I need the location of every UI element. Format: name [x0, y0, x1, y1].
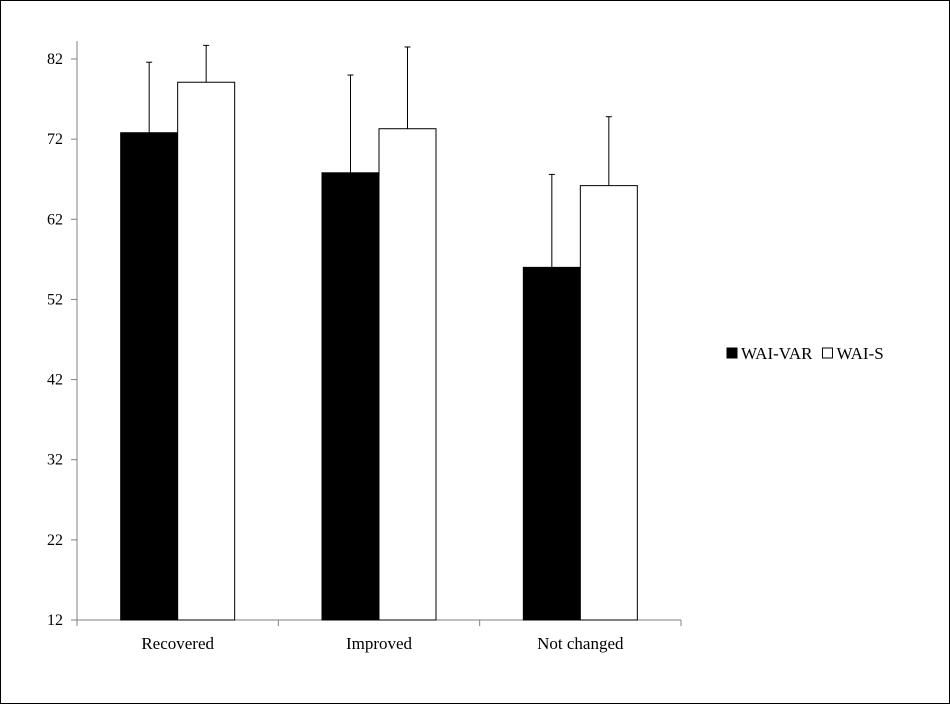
- y-tick-label: 62: [47, 211, 63, 228]
- y-tick-label: 52: [47, 291, 63, 308]
- x-category-label: Improved: [346, 634, 413, 653]
- bar-wai-var: [120, 132, 179, 621]
- y-tick-label: 22: [47, 532, 63, 549]
- bar-wai-var: [522, 266, 581, 621]
- y-tick-label: 82: [47, 51, 63, 68]
- legend-label: WAI-S: [836, 344, 883, 363]
- bar-wai-s: [579, 185, 638, 621]
- x-category-label: Not changed: [537, 634, 624, 653]
- y-tick-label: 72: [47, 131, 63, 148]
- y-tick-label: 12: [47, 612, 63, 629]
- legend-swatch: [821, 347, 833, 359]
- y-tick-label: 32: [47, 452, 63, 469]
- x-category-label: Recovered: [141, 634, 214, 653]
- bar-wai-var: [321, 172, 380, 621]
- y-tick-label: 42: [47, 372, 63, 389]
- legend-label: WAI-VAR: [741, 344, 813, 363]
- legend-swatch: [726, 347, 738, 359]
- bar-wai-s: [378, 128, 437, 621]
- bar-wai-s: [177, 81, 236, 621]
